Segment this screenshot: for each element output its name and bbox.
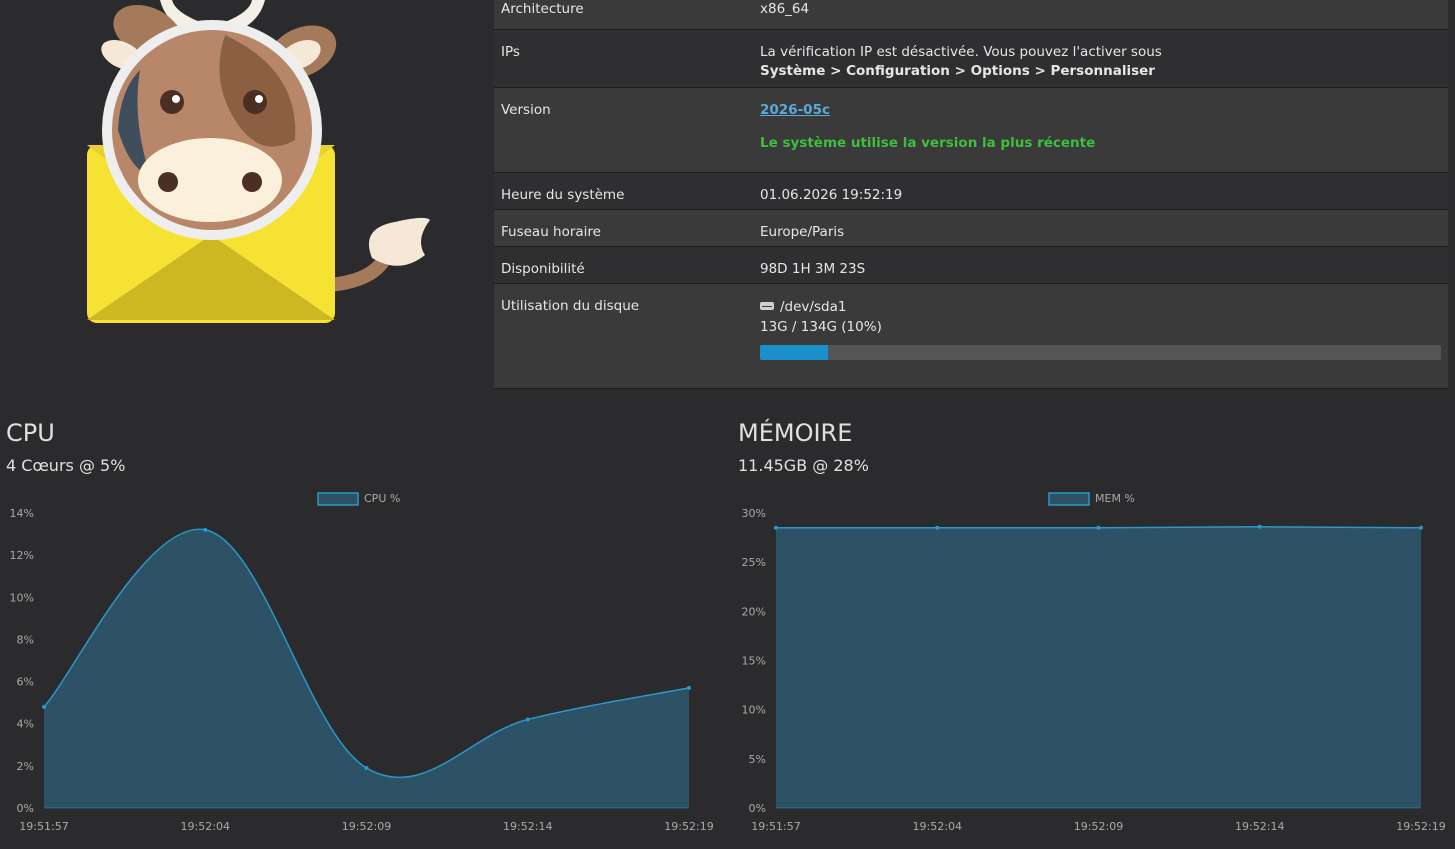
memory-title: MÉMOIRE bbox=[738, 419, 853, 447]
data-point bbox=[935, 525, 940, 530]
legend-swatch bbox=[1048, 492, 1090, 506]
y-tick-label: 4% bbox=[17, 718, 34, 731]
x-tick-label: 19:52:04 bbox=[913, 820, 962, 833]
info-value: Europe/Paris bbox=[753, 209, 1448, 247]
x-tick-label: 19:52:19 bbox=[664, 820, 713, 833]
disk-usage-bar bbox=[760, 345, 1441, 360]
info-row-system-time: Heure du système 01.06.2026 19:52:19 bbox=[494, 172, 1448, 210]
version-link[interactable]: 2026-05c bbox=[760, 102, 830, 118]
y-tick-label: 10% bbox=[10, 591, 34, 604]
legend-label: CPU % bbox=[364, 492, 400, 505]
data-point bbox=[774, 525, 778, 530]
data-point bbox=[525, 717, 530, 722]
data-point bbox=[203, 527, 208, 532]
y-tick-label: 12% bbox=[10, 549, 34, 562]
x-tick-label: 19:52:19 bbox=[1396, 820, 1445, 833]
info-row-disk-usage: Utilisation du disque /dev/sda1 13G / 13… bbox=[494, 283, 1448, 389]
y-tick-label: 25% bbox=[742, 556, 766, 569]
system-info-table: Architecture x86_64 IPs La vérification … bbox=[494, 0, 1448, 389]
info-label: Utilisation du disque bbox=[494, 283, 753, 389]
memory-chart-svg: MEM % 0% 5% 10% 15% 20% 25% 30% 19:51:57 19:52:04… bbox=[742, 492, 1446, 833]
y-tick-label: 2% bbox=[17, 760, 34, 773]
legend-label: MEM % bbox=[1095, 492, 1135, 505]
info-row-architecture: Architecture x86_64 bbox=[494, 0, 1448, 30]
y-tick-label: 15% bbox=[742, 655, 766, 668]
series-area bbox=[776, 526, 1421, 808]
series-line bbox=[43, 528, 690, 779]
info-value: La vérification IP est désactivée. Vous … bbox=[753, 29, 1448, 88]
disk-device: /dev/sda1 bbox=[780, 299, 847, 315]
series-area bbox=[44, 529, 689, 808]
y-tick-label: 30% bbox=[742, 507, 766, 520]
hard-drive-icon bbox=[760, 302, 774, 310]
y-tick-label: 6% bbox=[17, 676, 34, 689]
info-row-ips: IPs La vérification IP est désactivée. V… bbox=[494, 29, 1448, 88]
info-value: 98D 1H 3M 23S bbox=[753, 246, 1448, 284]
disk-usage-text: 13G / 134G (10%) bbox=[760, 319, 882, 335]
memory-chart: MEM % 0% 5% 10% 15% 20% 25% 30% 19:51:57 19:52:04… bbox=[728, 485, 1455, 845]
legend-swatch bbox=[317, 492, 359, 506]
x-tick-label: 19:51:57 bbox=[751, 820, 800, 833]
info-value: 2026-05c Le système utilise la version l… bbox=[753, 87, 1448, 173]
x-tick-label: 19:51:57 bbox=[19, 820, 68, 833]
info-value: /dev/sda1 13G / 134G (10%) bbox=[753, 283, 1448, 389]
ip-check-text: La vérification IP est désactivée. Vous … bbox=[760, 44, 1162, 60]
x-tick-label: 19:52:14 bbox=[503, 820, 552, 833]
y-tick-label: 0% bbox=[17, 802, 34, 815]
y-tick-label: 14% bbox=[10, 507, 34, 520]
info-label: Architecture bbox=[494, 0, 753, 30]
y-tick-label: 20% bbox=[742, 605, 766, 618]
x-tick-label: 19:52:04 bbox=[181, 820, 230, 833]
info-label: Heure du système bbox=[494, 172, 753, 210]
data-point bbox=[364, 765, 369, 770]
cpu-chart-svg: CPU % 0% 2% 4% 6% 8% 10% 12% 14% 19:51:57 19:52:04… bbox=[10, 492, 714, 833]
cpu-chart: CPU % 0% 2% 4% 6% 8% 10% 12% 14% 19:51:57 19:52:04… bbox=[0, 485, 728, 845]
y-tick-label: 0% bbox=[749, 802, 766, 815]
cow-mascot-logo bbox=[87, 0, 430, 323]
data-point bbox=[1419, 525, 1423, 530]
info-row-version: Version 2026-05c Le système utilise la v… bbox=[494, 87, 1448, 173]
y-tick-label: 10% bbox=[742, 704, 766, 717]
cpu-title: CPU bbox=[6, 419, 55, 447]
data-point bbox=[1257, 524, 1262, 529]
info-row-timezone: Fuseau horaire Europe/Paris bbox=[494, 209, 1448, 247]
ip-config-path: Système > Configuration > Options > Pers… bbox=[760, 63, 1155, 79]
version-status: Le système utilise la version la plus ré… bbox=[760, 135, 1096, 151]
info-value: x86_64 bbox=[753, 0, 1448, 30]
disk-usage-bar-fill bbox=[760, 345, 829, 360]
cpu-subtitle: 4 Cœurs @ 5% bbox=[6, 456, 126, 475]
x-tick-label: 19:52:09 bbox=[1074, 820, 1123, 833]
info-label: Disponibilité bbox=[494, 246, 753, 284]
y-tick-label: 5% bbox=[749, 753, 766, 766]
data-point bbox=[687, 685, 691, 690]
info-row-uptime: Disponibilité 98D 1H 3M 23S bbox=[494, 246, 1448, 284]
data-point bbox=[1096, 525, 1101, 530]
info-label: Fuseau horaire bbox=[494, 209, 753, 247]
x-tick-label: 19:52:14 bbox=[1235, 820, 1284, 833]
memory-subtitle: 11.45GB @ 28% bbox=[738, 456, 869, 475]
y-tick-label: 8% bbox=[17, 633, 34, 646]
info-label: IPs bbox=[494, 29, 753, 88]
x-tick-label: 19:52:09 bbox=[342, 820, 391, 833]
data-point bbox=[42, 704, 46, 709]
info-value: 01.06.2026 19:52:19 bbox=[753, 172, 1448, 210]
info-label: Version bbox=[494, 87, 753, 173]
